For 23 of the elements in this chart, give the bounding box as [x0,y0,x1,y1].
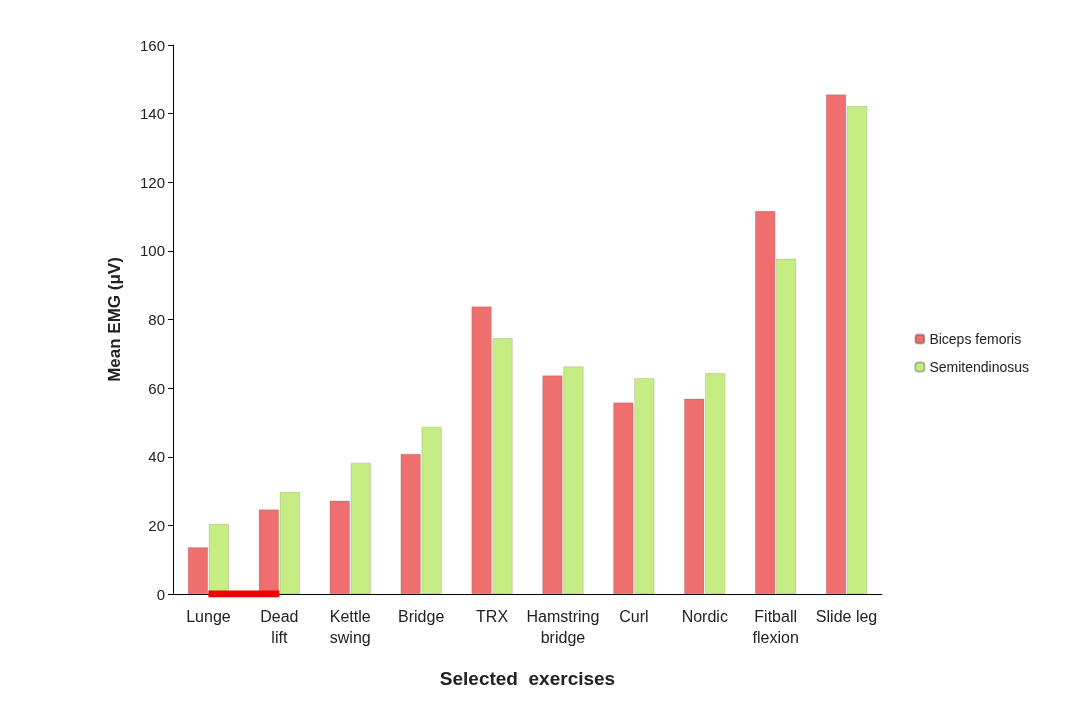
x-tick-label: Nordic [681,608,728,625]
x-tick-label: Slide leg [815,608,878,625]
y-axis-title: Mean EMG (μV) [105,257,124,382]
x-tick-label: Fitball flexion [752,608,799,646]
x-axis-title: Selected exercises [439,668,616,689]
x-tick-label: Hamstring bridge [526,608,600,646]
x-tick-label: Bridge [398,608,445,625]
x-tick-label: Curl [619,608,649,625]
y-tick-label: 20 [148,516,165,534]
y-tick-label: 40 [148,448,165,466]
y-tick-label: 60 [148,379,165,397]
y-tick-label: 140 [139,105,165,123]
x-tick-label: Dead lift [260,608,299,646]
y-tick-label: 0 [156,585,165,603]
x-tick-label: TRX [476,608,509,625]
y-tick-label: 100 [139,242,165,260]
x-tick-label: Kettle swing [329,608,371,646]
x-tick-label: Lunge [186,608,231,625]
y-tick-label: 160 [139,36,165,54]
y-tick-label: 120 [139,173,165,191]
legend-label: Semitendinosus [929,359,1030,375]
y-tick-label: 80 [148,311,165,328]
legend-label: Biceps femoris [929,331,1022,347]
